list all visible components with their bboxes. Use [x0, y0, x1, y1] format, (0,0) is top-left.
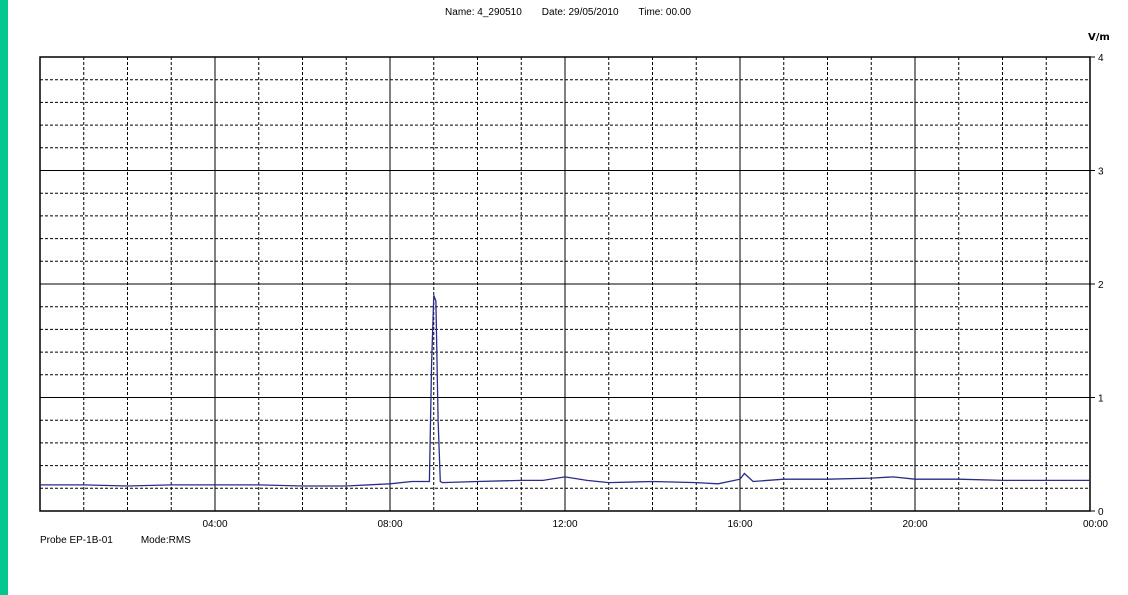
x-tick-label: 12:00	[552, 519, 577, 530]
y-tick-label: 2	[1098, 280, 1104, 291]
mode-label: Mode:RMS	[140, 535, 191, 546]
chart-canvas: Name: 4_290510 Date: 29/05/2010 Time: 00.0…	[8, 0, 1128, 595]
record-time: Time: 00.00	[638, 7, 691, 18]
series-line	[40, 295, 1090, 487]
probe-label: Probe EP-1B-01	[40, 535, 113, 546]
line-chart: V/m 0 1 2 3 4 04:00 08:00 12:00 16:00 20:00 00:00	[39, 32, 1110, 530]
y-axis-unit: V/m	[1088, 32, 1110, 43]
y-tick-label: 1	[1098, 394, 1104, 405]
record-name: Name: 4_290510	[445, 7, 522, 18]
x-tick-label: 00:00	[1083, 519, 1108, 530]
y-tick-label: 4	[1098, 53, 1104, 64]
record-date: Date: 29/05/2010	[541, 7, 619, 18]
y-tick-label: 3	[1098, 167, 1104, 178]
x-tick-label: 08:00	[377, 519, 402, 530]
chart-footer: Probe EP-1B-01 Mode:RMS	[40, 535, 219, 546]
chart-header: Name: 4_290510 Date: 29/05/2010 Time: 00.0…	[8, 7, 1128, 18]
x-tick-label: 04:00	[202, 519, 227, 530]
y-tick-label: 0	[1098, 507, 1104, 518]
x-tick-label: 20:00	[902, 519, 927, 530]
x-tick-label: 16:00	[727, 519, 752, 530]
